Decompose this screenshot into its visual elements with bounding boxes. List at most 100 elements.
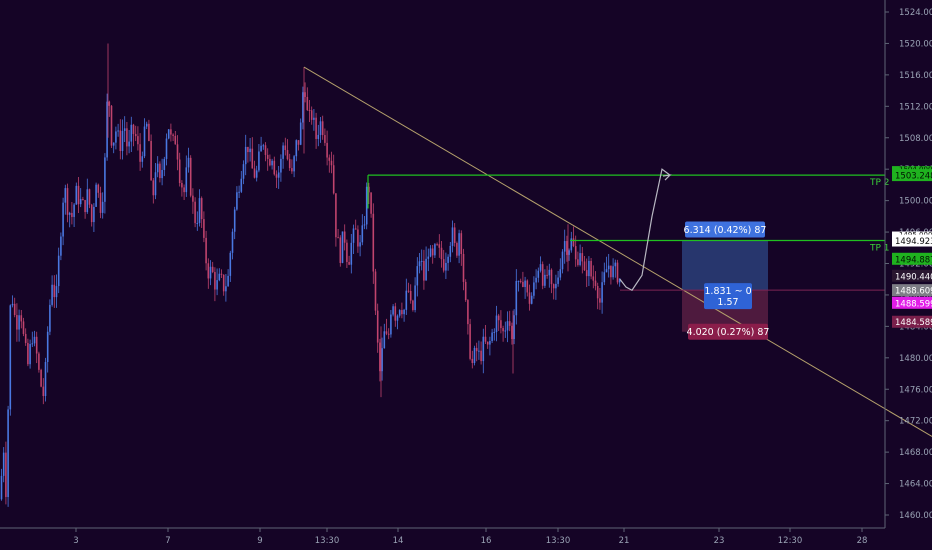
candle-down (148, 123, 150, 141)
candle-down (394, 306, 397, 321)
candle-down (40, 369, 42, 387)
time-tick-label: 7 (165, 536, 170, 546)
candle-down (583, 261, 586, 271)
candle-up (229, 252, 232, 276)
candle-up (489, 340, 491, 345)
candle-down (552, 284, 555, 289)
candle-up (0, 475, 3, 500)
candle-down (480, 350, 482, 362)
candle-up (447, 256, 449, 263)
candle-down (335, 193, 337, 238)
candle-up (280, 158, 282, 173)
candle-down (594, 280, 597, 287)
price-axis[interactable]: 1524.000 1520.000 1516.000 1512.000 1508.000… (884, 0, 932, 528)
candle-down (464, 281, 467, 301)
candle-up (231, 231, 234, 253)
candle-up (429, 248, 432, 257)
risk-reward-label-text: 1.57 (717, 297, 738, 308)
price-label-box (892, 284, 932, 297)
candle-down (189, 157, 192, 196)
trendline (303, 66, 932, 437)
candle-down (376, 310, 379, 343)
candle-down (27, 342, 29, 365)
candle-up (161, 169, 163, 179)
candle-up (513, 315, 515, 339)
candle-up (618, 278, 621, 283)
target-label-box (685, 221, 765, 238)
candle-up (533, 282, 535, 296)
price-tick-label: 1512.000 (899, 102, 932, 112)
candle-down (471, 358, 474, 364)
candle-down (328, 157, 331, 161)
candles (0, 43, 621, 507)
candle-up (445, 262, 447, 271)
candle-up (95, 184, 97, 207)
candle-down (526, 280, 529, 293)
candle-down (220, 273, 223, 275)
drawing-lines: TP 2 TP 1 (303, 66, 932, 437)
candle-up (416, 266, 419, 286)
candle-down (372, 213, 375, 272)
price-tick-label: 1508.000 (899, 134, 932, 144)
candle-down (577, 259, 579, 265)
candle-up (405, 290, 408, 310)
candle-down (566, 241, 568, 255)
price-label-box (892, 296, 932, 309)
candle-up (143, 126, 146, 157)
candle-up (563, 241, 566, 252)
candle-up (167, 129, 170, 139)
candle-down (207, 263, 210, 279)
candle-up (128, 141, 130, 147)
candle-down (519, 280, 522, 282)
target-label[interactable]: 6.314 (0.42%) 87 (684, 221, 767, 238)
candle-up (55, 286, 58, 298)
candle-up (236, 192, 238, 210)
candle-down (284, 145, 287, 151)
candle-up (601, 282, 603, 303)
time-tick-label: 14 (393, 536, 404, 546)
candle-down (590, 260, 592, 277)
candle-up (46, 331, 49, 362)
candle-up (33, 336, 36, 344)
stop-label[interactable]: 4.020 (0.27%) 87 (687, 323, 770, 340)
candle-down (288, 159, 291, 169)
candle-down (247, 146, 249, 153)
candle-down (616, 262, 619, 283)
candle-up (260, 145, 262, 152)
candle-up (64, 188, 67, 203)
candle-down (385, 331, 388, 334)
candle-up (530, 295, 533, 304)
price-tick-label: 1480.000 (899, 354, 932, 364)
candle-down (139, 144, 141, 162)
candle-down (354, 228, 357, 230)
position-labels: 6.314 (0.42%) 87 1.831 ~ 01.57 4.020 (0.27… (684, 221, 770, 340)
candle-down (469, 324, 471, 359)
candle-up (242, 164, 245, 179)
candle-up (60, 236, 62, 256)
candle-up (515, 280, 518, 316)
risk-reward-label[interactable]: 1.831 ~ 01.57 (704, 283, 752, 310)
candle-up (238, 191, 240, 193)
price-label-box (892, 234, 932, 247)
candle-up (9, 305, 12, 410)
candle-down (440, 247, 443, 260)
candle-down (97, 184, 100, 193)
candle-down (99, 192, 102, 213)
candle-up (478, 350, 480, 352)
candle-down (24, 333, 27, 343)
time-axis[interactable]: 3 7 9 13:30 14 16 13:30 21 23 12:30 28 (0, 527, 885, 546)
time-tick-label: 9 (257, 536, 262, 546)
candle-down (484, 336, 487, 342)
time-tick-label: 13:30 (546, 536, 571, 546)
candle-down (264, 145, 267, 155)
candle-down (431, 248, 434, 256)
candle-up (130, 124, 133, 142)
candle-down (610, 265, 612, 278)
candle-up (588, 260, 590, 277)
candle-down (339, 237, 342, 263)
candle-down (546, 274, 548, 276)
candle-down (253, 168, 256, 178)
price-tick-label: 1464.000 (899, 480, 932, 490)
